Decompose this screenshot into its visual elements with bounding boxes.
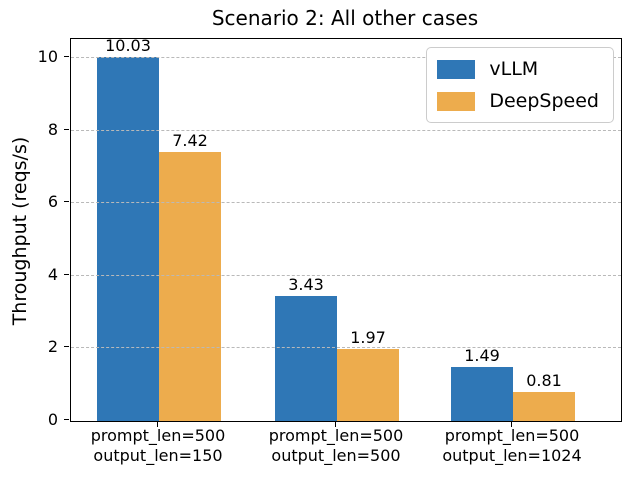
legend-swatch-icon — [437, 91, 476, 111]
gridline-y10 — [71, 56, 621, 58]
x-tick-label-group2: prompt_len=500 output_len=500 — [268, 426, 404, 465]
gridline-y2 — [71, 347, 621, 349]
chart-title: Scenario 2: All other cases — [211, 6, 479, 30]
y-tick-label: 4 — [47, 264, 58, 284]
x-tick-mark — [157, 421, 158, 427]
bar-value-label: 7.42 — [172, 130, 208, 150]
bar-value-label: 0.81 — [526, 370, 562, 390]
y-tick-label: 6 — [47, 192, 58, 212]
y-tick-label: 0 — [47, 410, 58, 429]
y-tick-label: 8 — [47, 119, 58, 139]
bar-vllm-group3 — [451, 366, 513, 421]
y-tick-label: 10 — [37, 46, 58, 66]
x-tick-mark — [335, 421, 336, 427]
bar-value-label: 1.97 — [350, 328, 386, 348]
bar-value-label: 3.43 — [288, 275, 324, 295]
plot-area: vLLM DeepSpeed 10.03 3.43 1.49 7.42 1.97 0.81 — [70, 35, 622, 422]
y-tick-mark — [63, 346, 69, 348]
bar-vllm-group1 — [97, 56, 159, 421]
x-tick-label-group3: prompt_len=500 output_len=1024 — [442, 426, 582, 465]
y-tick-mark — [63, 55, 69, 57]
y-axis-label: Throughput (reqs/s) — [9, 136, 31, 326]
legend-swatch-icon — [437, 59, 476, 79]
bar-deepspeed-group1 — [159, 151, 221, 421]
x-tick-mark — [511, 421, 512, 427]
y-tick-mark — [63, 201, 69, 203]
bar-value-label: 10.03 — [105, 35, 151, 55]
gridline-y4 — [71, 274, 621, 276]
legend-entry-deepspeed: DeepSpeed — [437, 89, 599, 113]
legend-label: DeepSpeed — [489, 90, 599, 112]
bar-vllm-group2 — [275, 296, 337, 421]
x-tick-label-group1: prompt_len=500 output_len=150 — [90, 426, 226, 465]
y-tick-label: 2 — [47, 337, 58, 357]
legend-label: vLLM — [489, 58, 539, 80]
legend-entry-vllm: vLLM — [437, 57, 599, 81]
y-tick-mark — [63, 273, 69, 275]
legend: vLLM DeepSpeed — [426, 47, 614, 123]
y-tick-mark — [63, 128, 69, 130]
bar-deepspeed-group2 — [337, 349, 399, 421]
gridline-y6 — [71, 202, 621, 204]
gridline-y8 — [71, 129, 621, 131]
bar-value-label: 1.49 — [464, 345, 500, 365]
y-tick-mark — [63, 419, 69, 420]
bar-deepspeed-group3 — [513, 391, 575, 421]
